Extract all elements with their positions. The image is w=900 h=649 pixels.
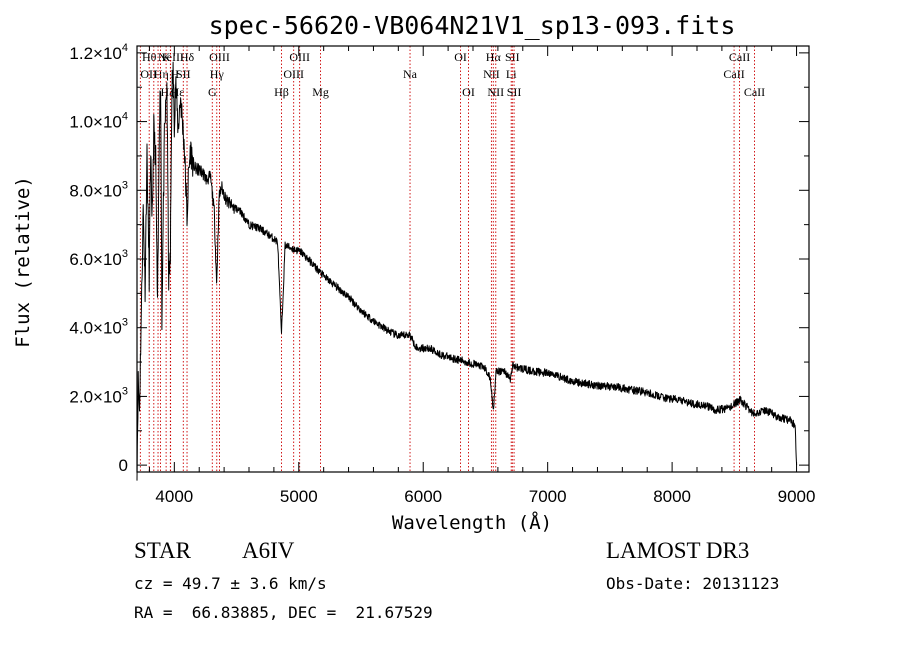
spectral-line-label: OIII (289, 50, 310, 64)
chart-title: spec-56620-VB064N21V1_sp13-093.fits (209, 11, 736, 40)
object-class: STAR (134, 538, 191, 563)
y-tick-label: 2.0×103 (69, 385, 128, 406)
x-tick-label: 7000 (529, 487, 567, 506)
spectral-line-label: SII (176, 67, 191, 81)
x-tick-label: 8000 (653, 487, 691, 506)
y-tick-label: 6.0×103 (69, 248, 128, 269)
x-axis: 4000 5000 6000 7000 8000 9000 (148, 46, 816, 506)
y-tick-label: 4.0×103 (69, 317, 128, 338)
x-axis-label: Wavelength (Å) (392, 511, 552, 534)
spectral-line-label: OI (454, 50, 467, 64)
spectral-line-label: Li (506, 67, 517, 81)
spectral-line-label: Hα (486, 50, 502, 64)
y-tick-label: 0 (119, 456, 128, 475)
y-tick-label: 1.0×104 (69, 111, 128, 132)
spectral-line-label: Hε (171, 85, 185, 99)
spectrum-line (136, 61, 798, 481)
x-tick-label: 6000 (404, 487, 442, 506)
spectral-line-label: Hθ (142, 50, 157, 64)
y-axis: 0 2.0×103 4.0×103 6.0×103 8.0×103 1.0×104 1.2×… (69, 42, 809, 475)
survey-name: LAMOST DR3 (606, 538, 750, 563)
spectral-line-label: NII (483, 67, 500, 81)
y-tick-label: 1.2×104 (69, 42, 128, 63)
spectral-line-label: G (208, 85, 217, 99)
spectral-line-label: NII (487, 85, 504, 99)
object-subclass: A6IV (242, 538, 295, 563)
observation-date: Obs-Date: 20131123 (606, 574, 780, 593)
spectral-line-label: Mg (312, 85, 329, 99)
spectral-line-layer: OIIHθHηNeIIIHζKHHεSIIHδGHγOIIIHβOIIIOIII… (139, 46, 765, 472)
x-tick-label: 5000 (280, 487, 318, 506)
series-layer (136, 61, 798, 481)
spectral-line-label: H (170, 67, 179, 81)
y-axis-label: Flux (relative) (12, 176, 34, 348)
ra-dec: RA = 66.83885, DEC = 21.67529 (134, 603, 433, 622)
x-tick-label: 4000 (155, 487, 193, 506)
spectral-line-label: SII (507, 85, 522, 99)
spectral-line-label: OI (462, 85, 475, 99)
spectral-line-label: CaII (723, 67, 744, 81)
spectral-line-label: Hβ (274, 85, 289, 99)
spectral-line-label: OIII (283, 67, 304, 81)
y-tick-label: 8.0×103 (69, 179, 128, 200)
spectral-line-label: CaII (729, 50, 750, 64)
x-tick-label: 9000 (778, 487, 816, 506)
spectral-line-label: Hδ (180, 50, 195, 64)
spectral-line-label: Hη (154, 67, 169, 81)
spectral-line-label: K (162, 50, 171, 64)
spectral-line-label: SII (505, 50, 520, 64)
spectral-line-label: OII (140, 67, 157, 81)
spectral-line-label: Hγ (210, 67, 225, 81)
spectral-line-label: CaII (744, 85, 765, 99)
spectral-line-label: Na (403, 67, 418, 81)
spectral-line-label: OIII (209, 50, 230, 64)
redshift-cz: cz = 49.7 ± 3.6 km/s (134, 574, 327, 593)
